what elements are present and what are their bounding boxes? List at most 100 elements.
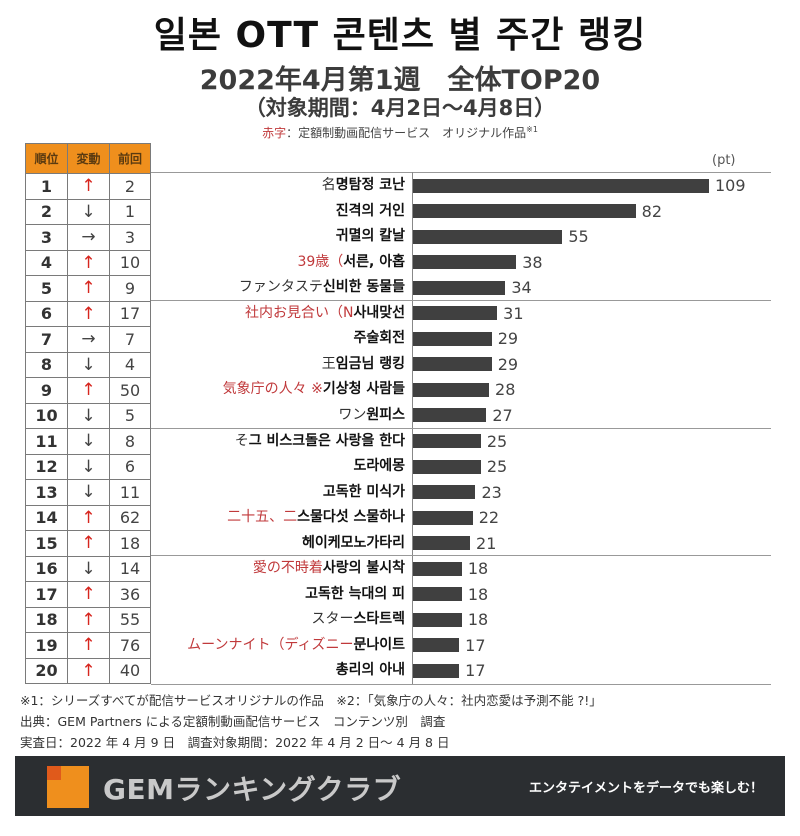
bar — [413, 306, 498, 321]
rank-cell: 9 — [25, 377, 68, 404]
table-row: 8 ↓ 4 — [25, 351, 151, 378]
title-label: 귀멸의 칼날 — [336, 224, 405, 249]
value-label: 23 — [481, 482, 502, 502]
japanese-title: 気象庁の人々 ※ — [222, 381, 323, 398]
rank-table-header: 順位 変動 前回 — [25, 143, 151, 174]
change-arrow-up-icon: ↑ — [67, 657, 110, 684]
previous-rank-cell: 10 — [109, 249, 151, 276]
rank-cell: 16 — [25, 555, 68, 582]
table-row: 14 ↑ 62 — [25, 504, 151, 531]
change-arrow-up-icon: ↑ — [67, 275, 110, 302]
brand-banner: GEMランキングクラブ エンタテイメントをデータでも楽しむ！ — [15, 756, 785, 816]
title-label: ムーンナイト（ディズニー문나이트 — [187, 633, 405, 658]
korean-title: 사랑의 불시착 — [322, 560, 405, 577]
title-label: 名명탐정 코난 — [322, 173, 405, 198]
korean-title: 그 비스크돌은 사랑을 한다 — [248, 432, 405, 449]
header-rank: 順位 — [25, 143, 68, 174]
value-label: 17 — [465, 635, 486, 655]
table-row: 2 ↓ 1 — [25, 198, 151, 225]
previous-rank-cell: 4 — [109, 351, 151, 378]
title-label: 진격의 거인 — [336, 199, 405, 224]
title-label: 二十五、二스물다섯 스물하나 — [227, 505, 405, 530]
bar — [413, 204, 636, 219]
table-row: 12 ↓ 6 — [25, 453, 151, 480]
value-label: 29 — [497, 329, 519, 349]
change-arrow-down-icon: ↓ — [67, 555, 110, 582]
bar — [413, 612, 462, 627]
bar — [413, 357, 492, 372]
change-arrow-up-icon: ↑ — [67, 606, 110, 633]
rank-cell: 7 — [25, 326, 68, 353]
bar — [413, 280, 506, 295]
previous-rank-cell: 9 — [109, 275, 151, 302]
title-label: そ그 비스크돌은 사랑을 한다 — [235, 429, 405, 454]
unit-label: (pt) — [712, 153, 736, 168]
rank-cell: 8 — [25, 351, 68, 378]
japanese-title: ワン — [338, 406, 367, 423]
change-arrow-down-icon: ↓ — [67, 479, 110, 506]
rank-cell: 2 — [25, 198, 68, 225]
table-row: 16 ↓ 14 — [25, 555, 151, 582]
header-previous: 前回 — [109, 143, 151, 174]
korean-title: 고독한 늑대의 피 — [305, 585, 405, 602]
bar — [413, 510, 473, 525]
previous-rank-cell: 14 — [109, 555, 151, 582]
footnote-1: ※1：シリーズすべてが配信サービスオリジナルの作品 ※2：「気象庁の人々：社内恋… — [20, 693, 602, 708]
previous-rank-cell: 55 — [109, 606, 151, 633]
value-label: 27 — [492, 405, 513, 425]
bar — [413, 408, 487, 423]
logo-icon-corner — [47, 766, 61, 780]
previous-rank-cell: 6 — [109, 453, 151, 480]
title-label: 気象庁の人々 ※기상청 사람들 — [223, 377, 405, 402]
korean-title: 스물다섯 스물하나 — [297, 509, 405, 526]
bar — [413, 561, 462, 576]
title-label: 愛の不時着사랑의 불시착 — [253, 556, 405, 581]
bar — [413, 255, 517, 270]
bar — [413, 434, 481, 448]
legend-note-red: 赤字 — [262, 126, 287, 140]
value-label: 21 — [476, 533, 497, 553]
korean-title: 고독한 미식가 — [322, 483, 405, 500]
korean-title: 기상청 사람들 — [322, 381, 405, 398]
korean-title: 총리의 아내 — [335, 662, 405, 679]
value-label: 31 — [503, 303, 524, 323]
change-arrow-up-icon: ↑ — [67, 249, 110, 276]
bar — [413, 229, 563, 244]
korean-title: 명탐정 코난 — [335, 177, 405, 193]
survey-period: （対象期間：4月2日〜4月8日） — [244, 96, 556, 120]
korean-title: 사내맞선 — [353, 304, 405, 321]
previous-rank-cell: 8 — [109, 428, 151, 455]
value-label: 38 — [522, 252, 543, 272]
korean-title: 귀멸의 칼날 — [335, 228, 405, 245]
legend-note: 赤字：定額制動画配信サービス オリジナル作品※1 — [0, 124, 800, 141]
previous-rank-cell: 2 — [109, 173, 151, 200]
previous-rank-cell: 36 — [109, 581, 151, 608]
table-row: 9 ↑ 50 — [25, 377, 151, 404]
table-row: 4 ↑ 10 — [25, 249, 151, 276]
page-title: 일본 OTT 콘텐츠 별 주간 랭킹 — [153, 15, 647, 56]
legend-note-sup: ※1 — [526, 125, 538, 134]
previous-rank-cell: 62 — [109, 504, 151, 531]
value-label: 109 — [715, 176, 746, 195]
bar — [413, 331, 492, 346]
group-separator — [151, 299, 771, 301]
page-subtitle: 2022年4月第1週 全体TOP20 — [199, 65, 601, 96]
value-label: 22 — [478, 508, 500, 528]
bar — [413, 663, 460, 678]
footnote-dates: 実査日：2022 年 4 月 9 日 調査対象期間：2022 年 4 月 2 日… — [20, 735, 450, 750]
value-label: 34 — [511, 278, 532, 298]
value-label: 25 — [486, 457, 508, 477]
change-arrow-down-icon: ↓ — [67, 402, 110, 429]
change-arrow-up-icon: ↑ — [67, 530, 110, 557]
title-label: 총리의 아내 — [336, 658, 405, 683]
table-row: 1 ↑ 2 — [25, 173, 151, 200]
japanese-title: ムーンナイト（ディズニー — [187, 636, 354, 653]
header-change: 変動 — [67, 143, 110, 174]
korean-title: 신비한 동물들 — [322, 279, 405, 296]
korean-title: 임금님 랭킹 — [335, 355, 405, 372]
japanese-title: スター — [311, 611, 354, 628]
value-label: 55 — [568, 227, 589, 247]
bar — [413, 459, 481, 474]
title-label: 주술회전 — [353, 326, 405, 351]
korean-title: 스타트렉 — [353, 611, 405, 628]
